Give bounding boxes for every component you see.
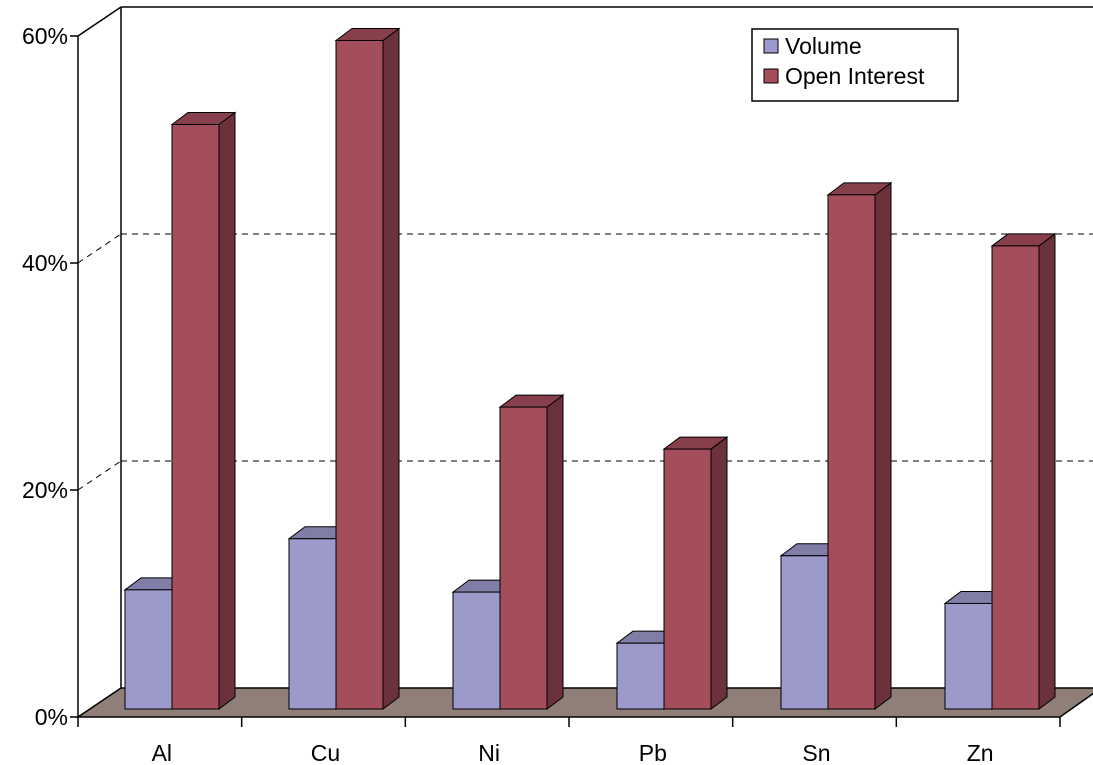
bar-side <box>710 436 728 710</box>
bar-al-open-interest <box>170 111 237 710</box>
bar-side <box>218 111 236 710</box>
bar-front <box>499 406 548 710</box>
legend: Volume Open Interest <box>751 28 959 102</box>
bar-front <box>944 602 993 710</box>
chart-walls <box>77 6 1093 717</box>
bar-side <box>874 181 892 710</box>
legend-label: Open Interest <box>785 63 925 89</box>
bar-side <box>546 394 564 710</box>
bar-sn-open-interest <box>826 181 893 710</box>
bar-side <box>1038 232 1056 710</box>
y-axis: 0% 20% 40% 60% <box>22 23 78 730</box>
bar-side <box>382 27 400 710</box>
bar-front <box>780 555 829 710</box>
bar-front <box>124 589 173 710</box>
legend-swatch <box>763 38 779 54</box>
x-axis: Al Cu Ni Pb Sn Zn <box>77 717 1061 765</box>
gridlines <box>77 233 1093 491</box>
bar-front <box>171 123 220 710</box>
legend-label: Volume <box>785 33 862 59</box>
x-tick-label: Sn <box>802 740 830 765</box>
bar-front <box>991 245 1040 710</box>
x-tick-label: Cu <box>311 740 340 765</box>
gridline-side <box>77 460 122 491</box>
bars <box>123 27 1057 710</box>
bar-pb-open-interest <box>662 436 729 710</box>
x-tick-label: Ni <box>478 740 500 765</box>
bar-front <box>663 448 712 710</box>
bar-zn-open-interest <box>990 232 1057 710</box>
bar-ni-open-interest <box>498 394 565 710</box>
y-tick-label: 0% <box>35 704 68 730</box>
y-tick-label: 20% <box>22 477 68 503</box>
y-tick-label: 40% <box>22 250 68 276</box>
x-tick-label: Zn <box>967 740 994 765</box>
bar-front <box>288 538 337 710</box>
bar-front <box>616 642 665 710</box>
x-tick-label: Al <box>152 740 172 765</box>
bar-cu-open-interest <box>334 27 401 710</box>
bar-front <box>452 591 501 710</box>
legend-swatch <box>763 68 779 84</box>
bar-front <box>335 39 384 710</box>
legend-box <box>751 28 959 102</box>
gridline-side <box>77 233 122 264</box>
bar-front <box>827 194 876 710</box>
left-wall-top-edge <box>77 6 122 37</box>
x-tick-label: Pb <box>639 740 667 765</box>
y-tick-label: 60% <box>22 23 68 49</box>
